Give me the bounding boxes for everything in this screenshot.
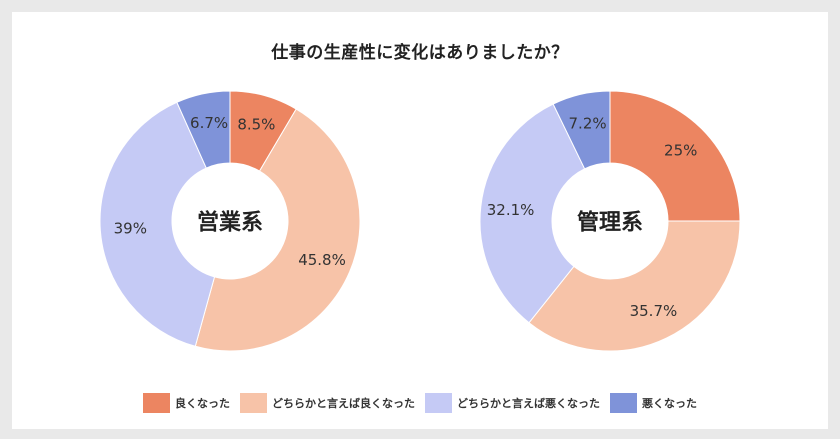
slice-value-label: 25% xyxy=(664,141,697,159)
legend-swatch xyxy=(143,393,170,413)
donut-slice xyxy=(176,90,231,169)
slice-value-label: 39% xyxy=(114,220,147,238)
chart-title: 仕事の生産性に変化はありましたか？ xyxy=(271,43,569,63)
chart-card: 仕事の生産性に変化はありましたか？ 8.5% 45.8% 39% 6.7% 営業系 25%… xyxy=(12,12,828,429)
slice-value-label: 35.7% xyxy=(630,302,678,320)
slice-value-label: 45.8% xyxy=(298,251,346,269)
legend-label: 良くなった xyxy=(175,397,230,410)
donut-center-label: 管理系 xyxy=(577,210,643,236)
donut-center-label: 営業系 xyxy=(197,210,263,236)
donut-slice xyxy=(528,220,741,352)
legend-item: どちらかと言えば良くなった xyxy=(240,393,415,413)
legend-swatch xyxy=(240,393,267,413)
legend-label: どちらかと言えば悪くなった xyxy=(457,397,600,410)
slice-value-label: 6.7% xyxy=(190,114,228,132)
legend-item: 良くなった xyxy=(143,393,230,413)
legend-swatch xyxy=(610,393,637,413)
slice-value-label: 7.2% xyxy=(569,115,607,133)
donut-slice xyxy=(194,108,361,352)
legend-item: 悪くなった xyxy=(610,393,697,413)
slice-value-label: 32.1% xyxy=(487,201,535,219)
donut-slice xyxy=(479,103,586,324)
legend-item: どちらかと言えば悪くなった xyxy=(425,393,600,413)
donut-chart: 8.5% 45.8% 39% 6.7% 営業系 xyxy=(99,90,361,352)
legend-label: どちらかと言えば良くなった xyxy=(272,397,415,410)
donut-slice xyxy=(552,90,611,170)
donut-chart: 25% 35.7% 32.1% 7.2% 管理系 xyxy=(479,90,741,352)
legend: 良くなった どちらかと言えば良くなった どちらかと言えば悪くなった 悪くなった xyxy=(12,393,828,413)
donut-charts: 8.5% 45.8% 39% 6.7% 営業系 25% 35.7% 32.1% 7.2% 管理系 xyxy=(99,90,741,352)
legend-label: 悪くなった xyxy=(642,397,697,410)
donut-slice xyxy=(609,90,741,222)
legend-swatch xyxy=(425,393,452,413)
donut-slice xyxy=(99,101,216,347)
slice-value-label: 8.5% xyxy=(237,116,275,134)
